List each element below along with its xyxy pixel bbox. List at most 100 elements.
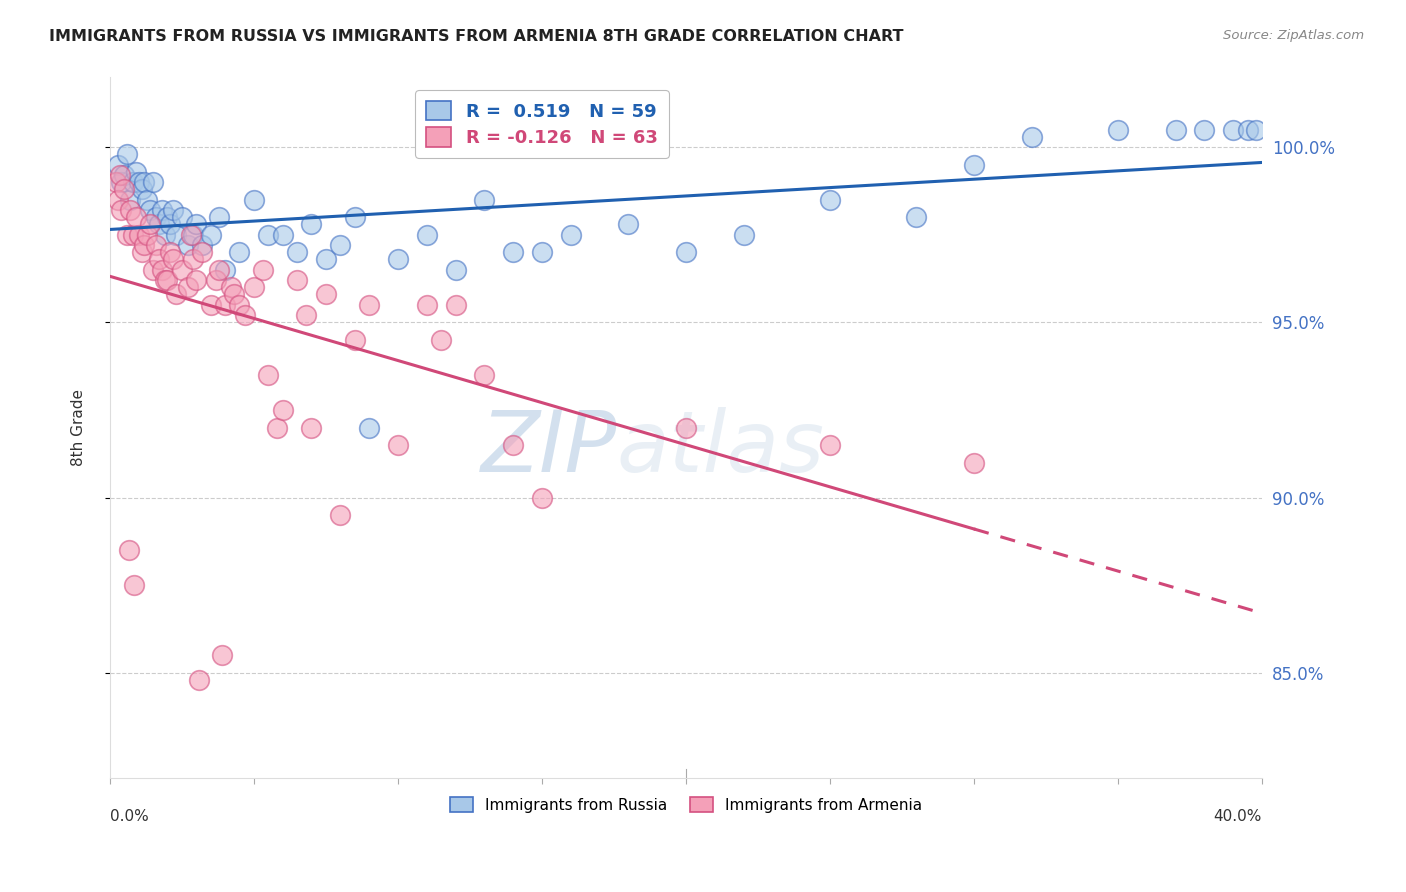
Point	[191, 238, 214, 252]
Point	[343, 333, 366, 347]
Point	[301, 218, 323, 232]
Point	[117, 543, 139, 558]
Point	[387, 252, 409, 267]
Point	[243, 193, 266, 207]
Point	[122, 227, 145, 242]
Point	[156, 273, 179, 287]
Point	[128, 176, 150, 190]
Point	[444, 298, 467, 312]
Point	[530, 491, 553, 505]
Point	[271, 227, 294, 242]
Point	[963, 158, 986, 172]
Point	[118, 203, 141, 218]
Point	[315, 287, 337, 301]
Point	[107, 193, 129, 207]
Point	[136, 227, 159, 242]
Point	[675, 245, 697, 260]
Point	[343, 211, 366, 225]
Point	[200, 227, 222, 242]
Point	[186, 218, 208, 232]
Point	[257, 368, 280, 382]
Point	[219, 280, 242, 294]
Point	[301, 420, 323, 434]
Point	[134, 238, 156, 252]
Point	[183, 227, 205, 242]
Point	[472, 193, 495, 207]
Point	[315, 252, 337, 267]
Text: IMMIGRANTS FROM RUSSIA VS IMMIGRANTS FROM ARMENIA 8TH GRADE CORRELATION CHART: IMMIGRANTS FROM RUSSIA VS IMMIGRANTS FRO…	[49, 29, 904, 44]
Point	[1021, 130, 1043, 145]
Point	[153, 227, 176, 242]
Point	[502, 438, 524, 452]
Point	[243, 280, 266, 294]
Point	[818, 438, 841, 452]
Point	[134, 176, 156, 190]
Point	[208, 263, 231, 277]
Point	[233, 309, 256, 323]
Point	[252, 263, 274, 277]
Point	[128, 227, 150, 242]
Point	[228, 245, 250, 260]
Point	[818, 193, 841, 207]
Point	[1222, 123, 1244, 137]
Point	[733, 227, 755, 242]
Point	[228, 298, 250, 312]
Point	[179, 227, 201, 242]
Point	[415, 227, 437, 242]
Point	[115, 147, 138, 161]
Point	[108, 169, 131, 183]
Point	[1246, 123, 1268, 137]
Text: atlas: atlas	[617, 407, 825, 490]
Point	[1194, 123, 1216, 137]
Point	[329, 238, 352, 252]
Point	[153, 273, 176, 287]
Point	[176, 238, 198, 252]
Point	[136, 193, 159, 207]
Point	[294, 309, 316, 323]
Legend: Immigrants from Russia, Immigrants from Armenia: Immigrants from Russia, Immigrants from …	[443, 791, 928, 819]
Point	[214, 298, 236, 312]
Point	[560, 227, 582, 242]
Point	[159, 245, 181, 260]
Point	[617, 218, 640, 232]
Point	[675, 420, 697, 434]
Point	[430, 333, 453, 347]
Point	[285, 273, 308, 287]
Point	[165, 287, 187, 301]
Point	[156, 211, 179, 225]
Text: ZIP: ZIP	[481, 407, 617, 490]
Text: 0.0%: 0.0%	[110, 809, 149, 824]
Point	[905, 211, 928, 225]
Point	[1236, 123, 1258, 137]
Point	[1107, 123, 1129, 137]
Point	[159, 218, 181, 232]
Point	[222, 287, 245, 301]
Point	[176, 280, 198, 294]
Point	[271, 403, 294, 417]
Point	[150, 263, 173, 277]
Point	[188, 673, 211, 687]
Point	[214, 263, 236, 277]
Point	[124, 578, 146, 592]
Point	[472, 368, 495, 382]
Point	[145, 238, 167, 252]
Point	[115, 227, 138, 242]
Point	[285, 245, 308, 260]
Point	[266, 420, 288, 434]
Point	[112, 182, 135, 196]
Point	[150, 203, 173, 218]
Point	[148, 218, 170, 232]
Point	[104, 176, 127, 190]
Point	[139, 203, 162, 218]
Text: 40.0%: 40.0%	[1213, 809, 1263, 824]
Point	[186, 273, 208, 287]
Point	[257, 227, 280, 242]
Point	[118, 193, 141, 207]
Point	[148, 252, 170, 267]
Point	[125, 211, 148, 225]
Point	[131, 182, 153, 196]
Point	[359, 420, 381, 434]
Point	[211, 648, 233, 662]
Point	[415, 298, 437, 312]
Point	[165, 227, 187, 242]
